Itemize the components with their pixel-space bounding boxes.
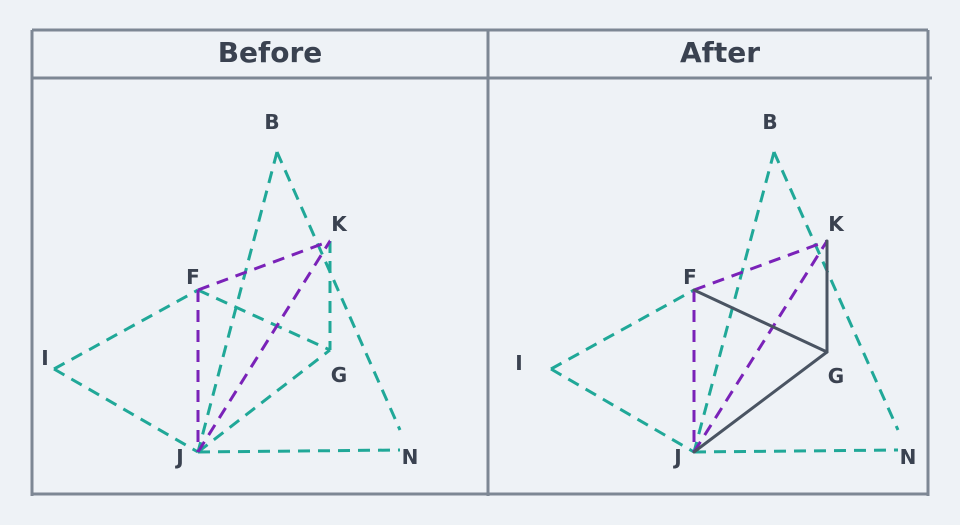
edge-j-n (197, 448, 401, 454)
edge-i-f (53, 288, 199, 371)
edge-b-n (772, 151, 900, 431)
point-label-b: B (762, 110, 777, 134)
before-purple-dashed-edges (196, 239, 332, 453)
point-label-i: I (41, 346, 48, 370)
point-label-j: J (174, 445, 183, 469)
before-panel-title: Before (218, 36, 323, 69)
edge-i-f (550, 288, 695, 371)
point-label-f: F (683, 265, 697, 289)
point-label-g: G (828, 364, 844, 388)
after-panel-title: After (680, 36, 760, 69)
edge-f-g (197, 288, 331, 352)
edge-b-j (692, 151, 776, 453)
edge-j-k (196, 240, 332, 453)
after-teal-dashed-edges (550, 151, 900, 454)
edge-i-j (550, 367, 695, 454)
edge-f-g (692, 288, 829, 354)
before-teal-dashed-edges (53, 151, 402, 454)
point-label-j: J (672, 445, 681, 469)
point-label-b: B (264, 110, 279, 134)
frame (30, 28, 932, 496)
edge-j-g (692, 350, 829, 454)
point-label-n: N (900, 445, 917, 469)
point-label-g: G (331, 363, 347, 387)
edge-j-g (197, 348, 331, 454)
edge-f-k (693, 239, 828, 292)
edge-f-k (197, 239, 331, 292)
edge-i-j (53, 367, 199, 454)
after-diagram: B K F I G J N (515, 110, 916, 469)
edge-b-n (275, 151, 402, 431)
edge-j-k (692, 240, 829, 453)
point-label-k: K (828, 212, 845, 236)
point-label-k: K (331, 212, 348, 236)
edge-j-n (693, 448, 899, 454)
before-diagram: B K F I G J N (41, 110, 418, 469)
point-label-i: I (515, 351, 522, 375)
edge-b-j (196, 151, 279, 453)
after-solid-edges (692, 239, 829, 454)
point-label-f: F (186, 265, 200, 289)
after-purple-dashed-edges (692, 239, 829, 453)
point-label-n: N (402, 445, 419, 469)
